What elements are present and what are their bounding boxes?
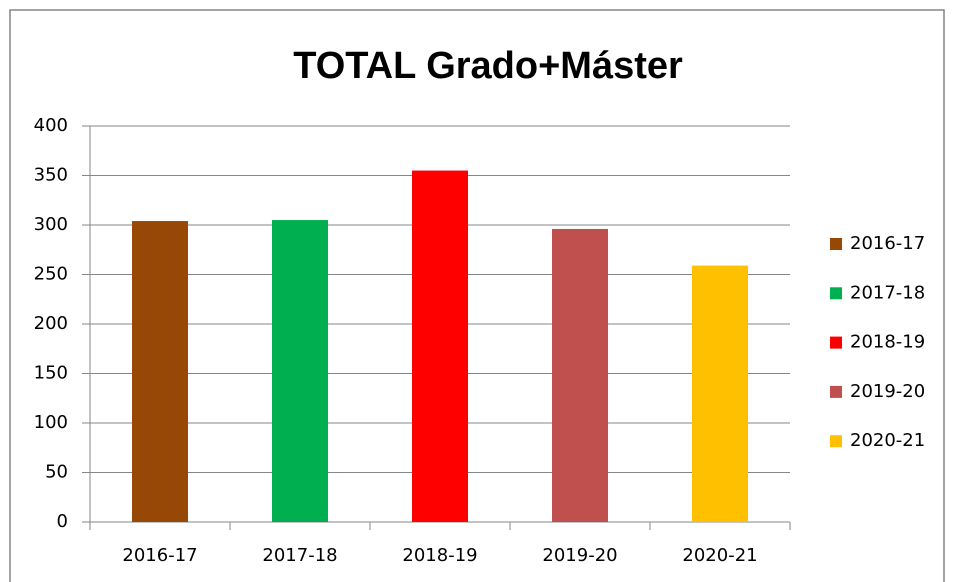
y-tick-label: 150 <box>34 363 68 384</box>
legend-swatch <box>830 336 842 349</box>
y-tick-label: 250 <box>34 264 68 285</box>
bar <box>552 228 608 522</box>
chart-title: TOTAL Grado+Máster <box>293 45 683 87</box>
y-tick-label: 100 <box>34 412 68 433</box>
bar <box>132 221 188 523</box>
y-tick-label: 300 <box>34 214 68 235</box>
bar <box>412 170 468 523</box>
legend-label: 2017-18 <box>850 282 925 303</box>
bar <box>692 265 748 522</box>
x-tick-label: 2020-21 <box>682 545 757 566</box>
y-tick-label: 350 <box>34 165 68 186</box>
bar <box>272 220 328 523</box>
x-tick-label: 2018-19 <box>402 545 477 566</box>
y-tick-label: 0 <box>57 511 68 532</box>
legend-label: 2020-21 <box>850 430 925 451</box>
legend-label: 2016-17 <box>850 233 925 254</box>
x-tick-label: 2017-18 <box>262 545 337 566</box>
x-tick-label: 2019-20 <box>542 545 617 566</box>
x-tick-label: 2016-17 <box>122 545 197 566</box>
legend-swatch <box>830 385 842 398</box>
y-tick-label: 400 <box>34 115 68 136</box>
legend-label: 2018-19 <box>850 332 925 353</box>
legend-swatch <box>830 435 842 448</box>
y-tick-label: 50 <box>45 462 68 483</box>
legend-label: 2019-20 <box>850 381 925 402</box>
legend-swatch <box>830 238 842 250</box>
legend-swatch <box>830 287 842 300</box>
y-tick-label: 200 <box>34 313 68 334</box>
